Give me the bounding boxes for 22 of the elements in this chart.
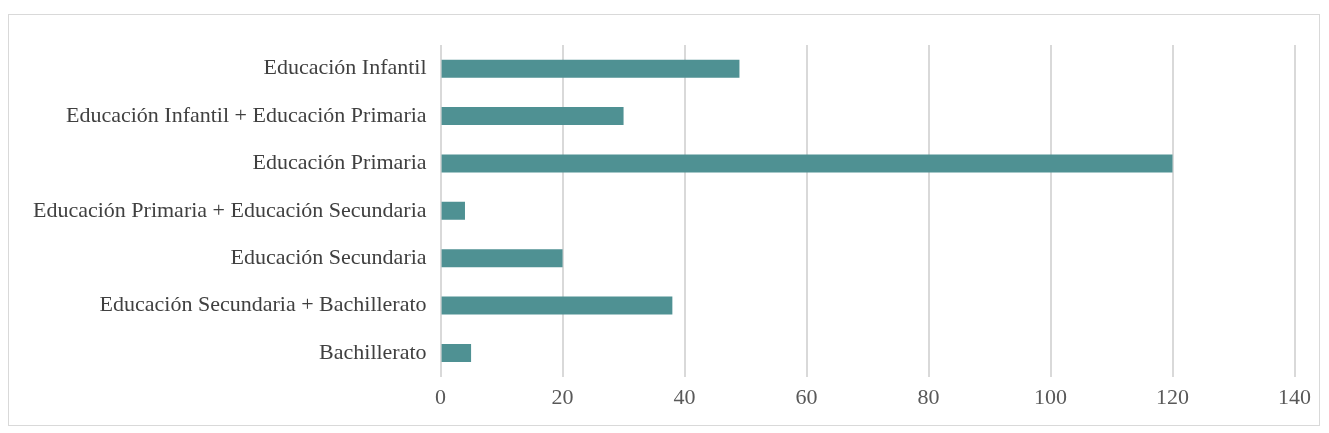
bar (441, 249, 563, 268)
bar (441, 343, 472, 362)
bar (441, 201, 465, 220)
y-tick-label: Educación Infantil (263, 54, 427, 80)
y-tick-label: Educación Infantil + Educación Primaria (65, 101, 427, 127)
y-tick-label: Educación Primaria + Educación Secundaria (32, 196, 427, 222)
bar (441, 296, 673, 315)
x-tick-label: 120 (1156, 383, 1190, 409)
y-tick-label: Bachillerato (319, 338, 427, 364)
x-tick-label: 100 (1034, 383, 1068, 409)
x-tick-label: 80 (917, 383, 940, 409)
bar (441, 154, 1173, 173)
x-tick-label: 140 (1278, 383, 1311, 409)
y-tick-label: Educación Secundaria (230, 243, 427, 269)
x-tick-label: 40 (673, 383, 696, 409)
x-tick-label: 0 (435, 383, 447, 409)
y-tick-label: Educación Secundaria + Bachillerato (99, 291, 427, 317)
x-tick-label: 20 (551, 383, 574, 409)
bar (441, 59, 740, 78)
x-tick-label: 60 (795, 383, 818, 409)
y-tick-label: Educación Primaria (252, 149, 427, 175)
bar (441, 107, 624, 126)
